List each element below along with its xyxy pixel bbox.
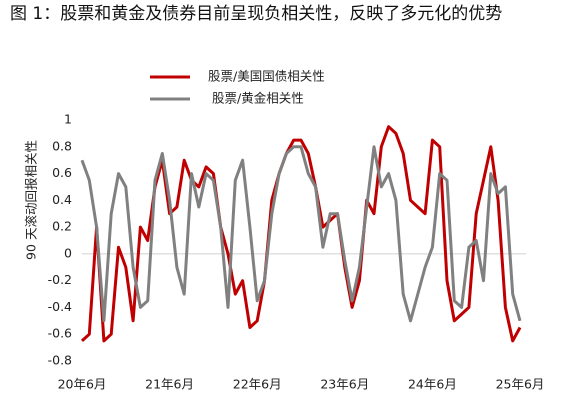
y-tick-label: 0.2: [52, 219, 72, 234]
y-tick-label: 0.6: [52, 165, 72, 180]
x-tick-label: 20年6月: [58, 377, 107, 392]
x-tick-label: 24年6月: [408, 377, 457, 392]
y-axis-label: 90 天滚动回报相关性: [24, 140, 39, 260]
x-tick-label: 22年6月: [233, 377, 282, 392]
y-tick-label: -0.2: [48, 272, 72, 287]
x-tick-label: 23年6月: [320, 377, 369, 392]
x-tick-label: 21年6月: [145, 377, 194, 392]
y-tick-label: -0.4: [48, 299, 72, 314]
line-series: [80, 145, 522, 323]
y-tick-label: -0.8: [48, 353, 72, 368]
legend-label: 股票/美国国债相关性: [208, 69, 325, 84]
y-tick-label: 0.4: [52, 192, 72, 207]
legend-label: 股票/黄金相关性: [212, 91, 304, 106]
y-tick-label: 0: [64, 245, 72, 260]
y-tick-label: 0.8: [52, 138, 72, 153]
y-tick-label: 1: [64, 112, 72, 127]
y-tick-label: -0.6: [48, 326, 72, 341]
x-tick-label: 25年6月: [496, 377, 545, 392]
line-series: [80, 125, 522, 343]
chart-title: 图 1：股票和黄金及债券目前呈现负相关性，反映了多元化的优势: [10, 4, 503, 24]
